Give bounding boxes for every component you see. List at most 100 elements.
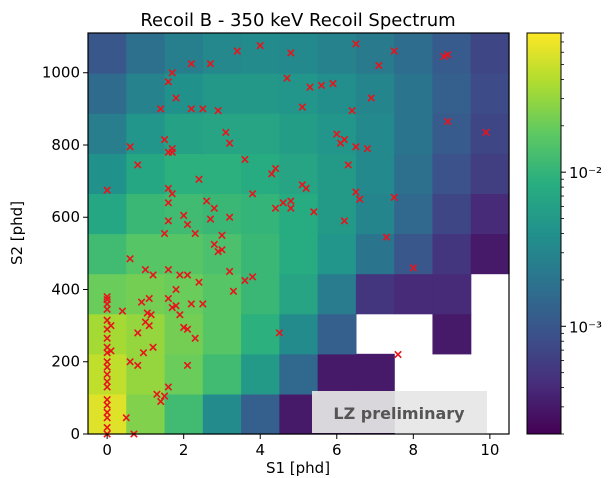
event-marker — [183, 325, 192, 333]
heatmap-cell — [279, 393, 319, 435]
event-marker — [283, 74, 291, 82]
event-marker — [103, 316, 111, 324]
event-marker — [168, 148, 176, 156]
event-marker — [133, 329, 142, 337]
heatmap-cell — [202, 153, 242, 194]
heatmap-cell — [279, 353, 319, 395]
event-marker — [206, 215, 215, 223]
event-marker — [202, 197, 211, 205]
event-marker — [248, 189, 257, 198]
heatmap-cell — [317, 353, 357, 395]
heatmap-cell — [126, 273, 166, 315]
heatmap-cell — [355, 33, 395, 74]
heatmap-cell — [470, 193, 510, 235]
event-marker — [183, 220, 192, 229]
heatmap-cell — [317, 233, 357, 275]
event-marker — [218, 245, 226, 254]
y-axis-ticks: 0 200 400 600 800 1000 — [42, 64, 88, 443]
event-marker — [103, 395, 111, 404]
event-marker — [195, 175, 203, 184]
heatmap-cell — [317, 193, 357, 235]
watermark-box: LZ preliminary — [312, 391, 487, 433]
event-marker — [225, 139, 234, 147]
event-marker — [443, 50, 452, 59]
event-marker — [103, 408, 111, 417]
heatmap-cell — [88, 193, 127, 235]
event-marker — [103, 383, 111, 391]
event-marker — [164, 199, 173, 207]
event-marker — [271, 164, 280, 173]
x-axis-ticks: 0 2 4 6 8 10 — [102, 434, 499, 459]
event-marker — [103, 377, 111, 386]
x-tick-label: 10 — [480, 441, 499, 459]
heatmap-cell — [470, 33, 510, 74]
event-marker — [482, 128, 490, 137]
x-axis-label: S1 [phd] — [266, 459, 330, 477]
event-markers — [103, 40, 490, 438]
heatmap-cell — [126, 393, 166, 435]
heatmap-cell — [202, 233, 242, 275]
event-marker — [210, 240, 219, 249]
heatmap-cell — [126, 33, 166, 74]
event-marker — [147, 311, 155, 319]
heatmap-cell — [432, 193, 472, 235]
event-marker — [160, 135, 169, 144]
event-marker — [164, 78, 173, 86]
event-marker — [103, 413, 111, 422]
heatmap-cell — [202, 113, 242, 154]
heatmap-cell — [88, 113, 127, 154]
event-marker — [179, 211, 188, 220]
heatmap-cell — [394, 73, 434, 114]
heatmap-cell — [355, 193, 395, 235]
heatmap-cell — [126, 113, 166, 154]
event-marker — [187, 59, 196, 68]
heatmap-cell — [394, 113, 434, 154]
event-marker — [103, 363, 111, 371]
event-marker — [172, 301, 180, 310]
event-marker — [229, 287, 238, 296]
event-marker — [122, 413, 131, 422]
event-marker — [164, 217, 173, 225]
event-marker — [107, 321, 115, 330]
event-marker — [141, 265, 150, 274]
event-marker — [214, 247, 222, 256]
heatmap-cell — [432, 73, 472, 114]
event-marker — [329, 79, 337, 88]
y-tick-label: 1000 — [42, 64, 80, 82]
event-marker — [195, 278, 203, 287]
event-marker — [298, 103, 307, 111]
event-marker — [225, 213, 234, 222]
x-tick-label: 8 — [409, 441, 419, 459]
event-marker — [210, 204, 219, 212]
y-tick-label: 200 — [51, 353, 80, 371]
watermark-label: LZ preliminary — [333, 404, 465, 423]
x-tick-label: 4 — [255, 441, 265, 459]
event-marker — [145, 321, 154, 330]
event-marker — [156, 397, 165, 406]
event-marker — [233, 47, 242, 55]
event-marker — [440, 52, 448, 61]
heatmap-cell — [241, 233, 280, 275]
event-marker — [394, 350, 402, 359]
heatmap-cell — [88, 233, 127, 275]
event-marker — [367, 94, 375, 102]
heatmap-cell — [355, 353, 395, 395]
event-marker — [149, 271, 157, 279]
event-marker — [103, 334, 111, 343]
event-marker — [218, 231, 226, 240]
event-marker — [103, 305, 111, 314]
heatmap-cell — [470, 153, 510, 194]
event-marker — [164, 265, 173, 274]
event-marker — [103, 401, 111, 409]
heatmap-cell — [202, 193, 242, 235]
event-marker — [149, 343, 157, 352]
heatmap-cell — [241, 73, 280, 114]
event-marker — [352, 188, 360, 196]
heatmap-cell — [88, 153, 127, 194]
heatmap-cell — [279, 233, 319, 275]
event-marker — [103, 357, 111, 366]
plot-frame — [87, 32, 510, 435]
heatmap-cell — [241, 353, 280, 395]
event-marker — [133, 161, 142, 169]
